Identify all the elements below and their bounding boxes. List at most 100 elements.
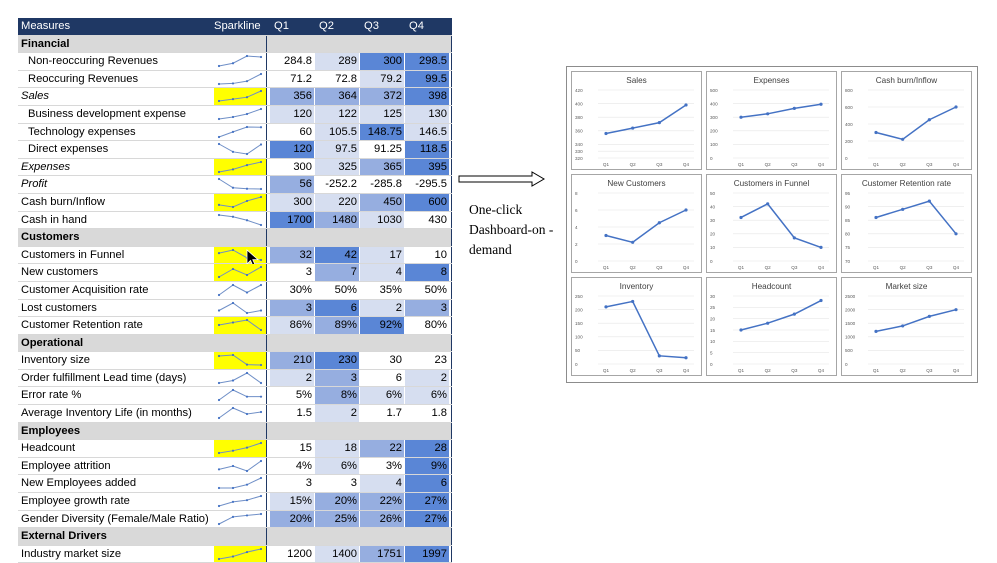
value-cell-q3[interactable]: 1030 [360,211,404,229]
value-cell-q2[interactable]: -252.2 [315,176,359,193]
chart-cash-burn-inflow[interactable]: Cash burn/Inflow 0 200 400 600 800 Q1 Q2 Q3 Q4 [841,71,972,170]
value-cell-q1[interactable]: 1200 [270,545,314,563]
value-cell-q1[interactable]: 300 [270,193,314,211]
measure-label[interactable]: Error rate % [21,389,82,402]
value-cell-q4[interactable]: 600 [405,193,449,211]
measure-label[interactable]: Inventory size [21,354,91,367]
value-cell-q2[interactable]: 8% [315,387,359,405]
sparkline-cell[interactable] [214,88,266,105]
value-cell-q4[interactable]: 1997 [405,545,449,563]
value-cell-q1[interactable]: 3 [270,299,314,317]
value-cell-q2[interactable]: 50% [315,281,359,299]
value-cell-q2[interactable]: 122 [315,105,359,123]
measure-label[interactable]: Order fulfillment Lead time (days) [21,371,187,384]
value-cell-q1[interactable]: 20% [270,510,314,528]
value-cell-q1[interactable]: 15 [270,440,314,457]
value-cell-q4[interactable]: 80% [405,317,449,334]
measure-label[interactable]: Non-reoccuring Revenues [28,55,158,68]
value-cell-q3[interactable]: 6 [360,369,404,387]
sparkline-cell[interactable] [214,317,266,334]
value-cell-q2[interactable]: 1480 [315,211,359,229]
measure-label[interactable]: Headcount [21,442,76,455]
value-cell-q4[interactable]: 27% [405,510,449,528]
value-cell-q1[interactable]: 2 [270,369,314,387]
measure-label[interactable]: Profit [21,178,48,191]
sparkline-cell[interactable] [214,124,266,141]
value-cell-q3[interactable]: 125 [360,105,404,123]
value-cell-q2[interactable]: 6 [315,299,359,317]
sparkline-cell[interactable] [214,106,266,123]
value-cell-q1[interactable]: 5% [270,387,314,405]
value-cell-q4[interactable]: 8 [405,264,449,281]
value-cell-q2[interactable]: 105.5 [315,123,359,141]
value-cell-q4[interactable]: 118.5 [405,141,449,158]
value-cell-q3[interactable]: 26% [360,510,404,528]
value-cell-q4[interactable]: 6 [405,475,449,493]
value-cell-q2[interactable]: 3 [315,475,359,493]
measure-label[interactable]: Technology expenses [28,125,136,138]
value-cell-q1[interactable]: 1.5 [270,405,314,422]
sparkline-cell[interactable] [214,440,266,457]
value-cell-q3[interactable]: 22% [360,493,404,510]
measure-label[interactable]: Customer Retention rate [21,319,143,332]
measure-label[interactable]: New Employees added [21,477,137,490]
value-cell-q4[interactable]: 2 [405,369,449,387]
chart-customers-in-funnel[interactable]: Customers in Funnel 0 10 20 30 40 50 Q1 Q2 Q3 Q4 [706,174,837,273]
sparkline-cell[interactable] [214,282,266,299]
sparkline-cell[interactable] [214,405,266,422]
value-cell-q2[interactable]: 1400 [315,545,359,563]
sparkline-cell[interactable] [214,193,266,211]
value-cell-q3[interactable]: 2 [360,299,404,317]
value-cell-q2[interactable]: 325 [315,158,359,176]
value-cell-q4[interactable]: 3 [405,299,449,317]
value-cell-q1[interactable]: 4% [270,457,314,475]
value-cell-q1[interactable]: 56 [270,176,314,193]
value-cell-q4[interactable]: 395 [405,158,449,176]
sparkline-cell[interactable] [214,387,266,404]
sparkline-cell[interactable] [214,53,266,70]
value-cell-q1[interactable]: 284.8 [270,53,314,70]
value-cell-q3[interactable]: 1751 [360,545,404,563]
value-cell-q2[interactable]: 20% [315,493,359,510]
value-cell-q2[interactable]: 364 [315,88,359,105]
section-label[interactable]: Operational [21,336,84,349]
value-cell-q3[interactable]: 372 [360,88,404,105]
value-cell-q4[interactable]: 398 [405,88,449,105]
section-label[interactable]: Employees [21,424,81,437]
value-cell-q4[interactable]: 9% [405,457,449,475]
sparkline-cell[interactable] [214,71,266,88]
value-cell-q4[interactable]: 130 [405,105,449,123]
value-cell-q4[interactable]: 50% [405,281,449,299]
chart-new-customers[interactable]: New Customers 0 2 4 6 8 Q1 Q2 Q3 Q4 [571,174,702,273]
value-cell-q4[interactable]: 28 [405,440,449,457]
sparkline-cell[interactable] [214,300,266,317]
value-cell-q1[interactable]: 3 [270,264,314,281]
value-cell-q4[interactable]: 99.5 [405,70,449,88]
value-cell-q4[interactable]: 146.5 [405,123,449,141]
value-cell-q2[interactable]: 18 [315,440,359,457]
measure-label[interactable]: Gender Diversity (Female/Male Ratio) [21,512,209,525]
value-cell-q2[interactable]: 2 [315,405,359,422]
value-cell-q3[interactable]: 22 [360,440,404,457]
value-cell-q3[interactable]: 6% [360,387,404,405]
header-q4[interactable]: Q4 [409,20,424,32]
value-cell-q1[interactable]: 210 [270,352,314,369]
value-cell-q2[interactable]: 97.5 [315,141,359,158]
value-cell-q3[interactable]: 4 [360,264,404,281]
value-cell-q3[interactable]: -285.8 [360,176,404,193]
measure-label[interactable]: Industry market size [21,547,122,560]
value-cell-q2[interactable]: 25% [315,510,359,528]
value-cell-q2[interactable]: 6% [315,457,359,475]
sparkline-cell[interactable] [214,475,266,492]
value-cell-q2[interactable]: 89% [315,317,359,334]
value-cell-q4[interactable]: 27% [405,493,449,510]
chart-inventory[interactable]: Inventory 0 50 100 150 200 250 Q1 Q2 Q3 Q4 [571,277,702,376]
chart-expenses[interactable]: Expenses 0 100 200 300 400 500 Q1 Q2 Q3 Q4 [706,71,837,170]
value-cell-q3[interactable]: 3% [360,457,404,475]
header-q3[interactable]: Q3 [364,20,379,32]
value-cell-q3[interactable]: 91.25 [360,141,404,158]
value-cell-q4[interactable]: 10 [405,246,449,264]
sparkline-cell[interactable] [214,352,266,369]
sparkline-cell[interactable] [214,212,266,229]
value-cell-q1[interactable]: 30% [270,281,314,299]
